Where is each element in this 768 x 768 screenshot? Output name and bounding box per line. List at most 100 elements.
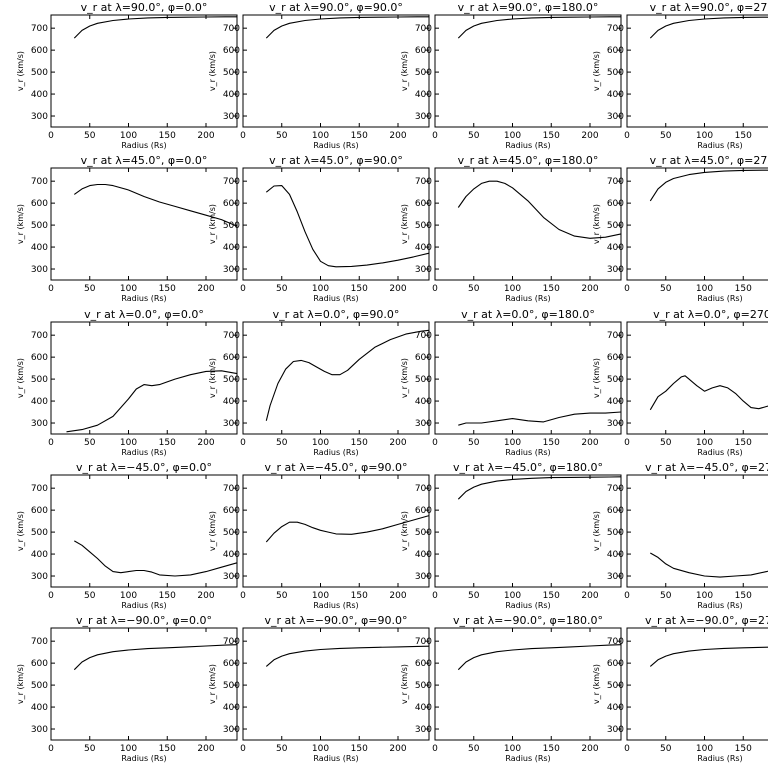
y-tick-label: 700 (223, 177, 240, 187)
x-tick-label: 200 (197, 744, 214, 754)
y-tick-label: 500 (607, 221, 624, 231)
y-tick-label: 300 (223, 265, 240, 275)
y-tick-label: 400 (31, 243, 48, 253)
y-tick-label: 400 (607, 703, 624, 713)
y-tick-label: 600 (31, 353, 48, 363)
x-tick-label: 150 (351, 284, 368, 294)
y-tick-label: 600 (31, 506, 48, 516)
panel-title: v_r at λ=90.0°, φ=90.0° (269, 1, 403, 14)
y-tick-label: 700 (607, 177, 624, 187)
y-tick-label: 600 (223, 506, 240, 516)
x-tick-label: 50 (84, 438, 96, 448)
x-axis-label: Radius (Rs) (313, 141, 358, 150)
plot-frame (50, 627, 238, 741)
y-tick-label: 400 (31, 90, 48, 100)
x-tick-label: 0 (432, 284, 438, 294)
y-tick-label: 500 (607, 681, 624, 691)
x-axis-label: Radius (Rs) (697, 601, 742, 610)
x-axis-label: Radius (Rs) (697, 448, 742, 457)
panel-title: v_r at λ=0.0°, φ=180.0° (461, 308, 595, 321)
x-tick-label: 0 (432, 591, 438, 601)
panel-title: v_r at λ=45.0°, φ=0.0° (81, 154, 208, 167)
chart-panel: v_r at λ=0.0°, φ=180.0° 0 50 100 150 200 300 40… (400, 308, 622, 457)
x-tick-label: 150 (735, 284, 752, 294)
x-tick-label: 150 (159, 131, 176, 141)
x-tick-label: 50 (468, 438, 480, 448)
x-tick-label: 150 (543, 744, 560, 754)
y-axis-label: v_r (km/s) (400, 511, 409, 551)
y-tick-label: 600 (223, 659, 240, 669)
plot-frame (242, 14, 430, 128)
x-tick-label: 50 (84, 591, 96, 601)
y-tick-label: 500 (223, 681, 240, 691)
y-tick-label: 700 (223, 24, 240, 34)
panel-title: v_r at λ=−90.0°, φ=0.0° (76, 614, 212, 627)
y-tick-label: 700 (223, 484, 240, 494)
plot-frame (434, 627, 622, 741)
x-tick-label: 100 (696, 131, 713, 141)
x-tick-label: 150 (735, 131, 752, 141)
y-tick-label: 400 (223, 243, 240, 253)
y-tick-label: 700 (31, 177, 48, 187)
y-tick-label: 300 (223, 725, 240, 735)
x-tick-label: 50 (84, 284, 96, 294)
x-tick-label: 100 (504, 744, 521, 754)
x-tick-label: 50 (84, 744, 96, 754)
x-tick-label: 100 (504, 591, 521, 601)
x-axis-label: Radius (Rs) (121, 294, 166, 303)
y-tick-label: 600 (223, 46, 240, 56)
y-axis-label: v_r (km/s) (16, 664, 25, 704)
y-tick-label: 300 (415, 265, 432, 275)
y-axis-label: v_r (km/s) (208, 664, 217, 704)
y-tick-label: 700 (31, 484, 48, 494)
x-axis-label: Radius (Rs) (121, 448, 166, 457)
y-axis-label: v_r (km/s) (208, 51, 217, 91)
plot-frame (50, 474, 238, 588)
x-tick-label: 200 (581, 284, 598, 294)
x-tick-label: 100 (312, 744, 329, 754)
y-tick-label: 600 (415, 659, 432, 669)
panel-title: v_r at λ=0.0°, φ=90.0° (273, 308, 400, 321)
y-tick-label: 700 (31, 24, 48, 34)
x-tick-label: 150 (159, 284, 176, 294)
panel-title: v_r at λ=45.0°, φ=180.0° (458, 154, 599, 167)
x-tick-label: 0 (624, 438, 630, 448)
chart-panel: v_r at λ=45.0°, φ=90.0° 0 50 100 150 200 300 40… (208, 154, 430, 303)
y-tick-label: 500 (223, 375, 240, 385)
data-line (649, 16, 768, 39)
y-tick-label: 500 (415, 375, 432, 385)
x-tick-label: 0 (624, 744, 630, 754)
y-tick-label: 500 (223, 68, 240, 78)
x-tick-label: 0 (624, 591, 630, 601)
x-tick-label: 0 (432, 744, 438, 754)
y-tick-label: 500 (31, 681, 48, 691)
data-line (458, 411, 622, 426)
y-tick-label: 400 (607, 550, 624, 560)
y-tick-label: 700 (415, 331, 432, 341)
x-tick-label: 50 (276, 438, 288, 448)
x-axis-label: Radius (Rs) (505, 754, 550, 763)
plot-frame (50, 321, 238, 435)
y-tick-label: 300 (607, 265, 624, 275)
x-tick-label: 0 (624, 284, 630, 294)
y-axis-label: v_r (km/s) (400, 204, 409, 244)
x-axis-label: Radius (Rs) (313, 601, 358, 610)
x-axis-label: Radius (Rs) (313, 754, 358, 763)
chart-panel: v_r at λ=90.0°, φ=0.0° 0 50 100 150 200 300 400… (16, 1, 238, 150)
x-tick-label: 100 (696, 744, 713, 754)
x-axis-label: Radius (Rs) (121, 141, 166, 150)
chart-panel: v_r at λ=−90.0°, φ=270.0°050100150200300… (592, 614, 768, 763)
panel-title: v_r at λ=45.0°, φ=90.0° (269, 154, 403, 167)
y-tick-label: 300 (607, 112, 624, 122)
y-axis-label: v_r (km/s) (592, 51, 601, 91)
y-axis-label: v_r (km/s) (400, 358, 409, 398)
chart-panel: v_r at λ=45.0°, φ=0.0° 0 50 100 150 200 300 400… (16, 154, 238, 303)
y-tick-label: 400 (223, 703, 240, 713)
y-tick-label: 600 (415, 353, 432, 363)
x-tick-label: 200 (197, 284, 214, 294)
y-axis-label: v_r (km/s) (208, 358, 217, 398)
x-tick-label: 50 (660, 284, 672, 294)
y-axis-label: v_r (km/s) (400, 664, 409, 704)
y-tick-label: 700 (607, 331, 624, 341)
